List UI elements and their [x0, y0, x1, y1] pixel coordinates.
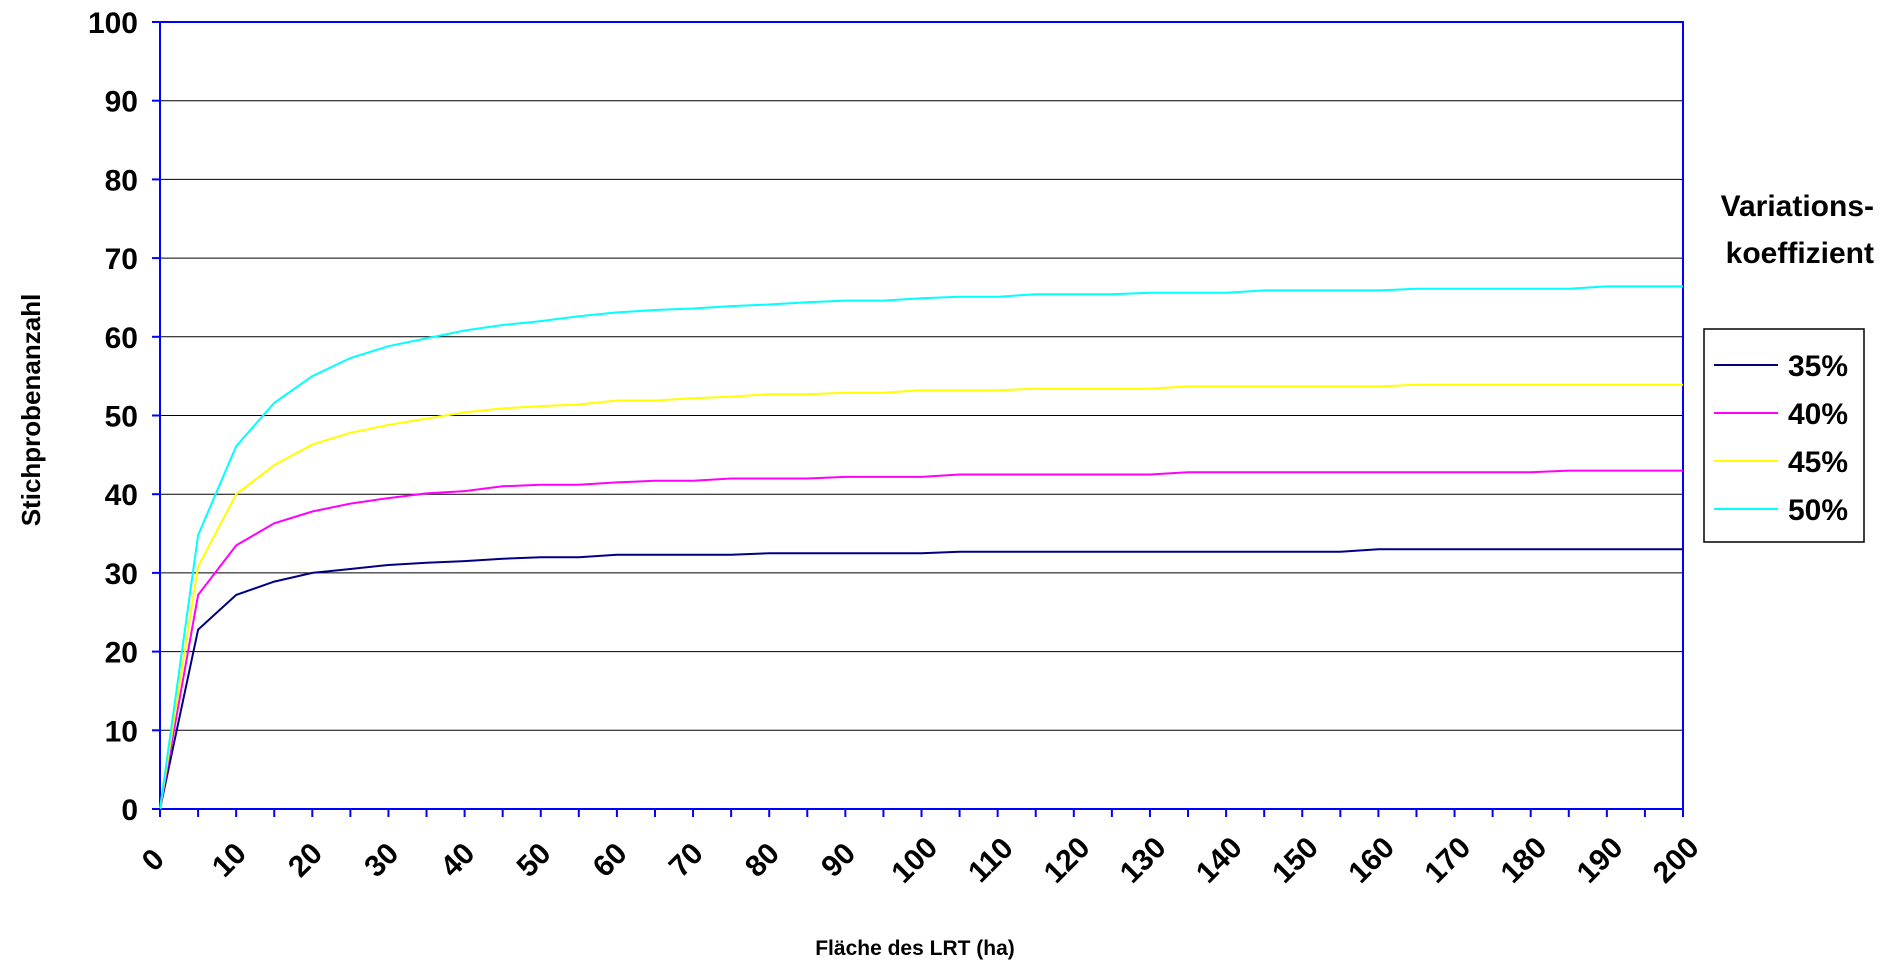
- x-tick-label-100: 100: [885, 831, 944, 890]
- y-tick-label-0: 0: [121, 794, 138, 827]
- x-axis-title: Fläche des LRT (ha): [815, 937, 1015, 960]
- legend-title: Variations- koeffizient: [1721, 190, 1874, 270]
- y-tick-label-50: 50: [105, 401, 138, 434]
- x-tick-label-180: 180: [1495, 831, 1554, 890]
- legend-label-50pct: 50%: [1788, 494, 1848, 527]
- legend-title-line-2: koeffizient: [1726, 237, 1874, 270]
- x-tick-label-0: 0: [136, 843, 171, 878]
- y-tick-label-10: 10: [105, 715, 138, 748]
- series-line-35pct: [159, 548, 1683, 810]
- x-tick-label-190: 190: [1571, 831, 1630, 890]
- x-tick-label-150: 150: [1266, 831, 1325, 890]
- legend-title-line-1: Variations-: [1721, 190, 1874, 223]
- series-line-45pct: [159, 383, 1683, 810]
- x-tick-label-90: 90: [815, 837, 862, 884]
- x-tick-label-40: 40: [434, 837, 481, 884]
- y-tick-label-30: 30: [105, 558, 138, 591]
- series-lines: [159, 285, 1683, 810]
- legend-label-35pct: 35%: [1788, 350, 1848, 383]
- x-tick-label-110: 110: [962, 832, 1020, 890]
- x-tick-label-10: 10: [206, 837, 253, 884]
- series-line-50pct: [159, 285, 1683, 810]
- x-tick-label-30: 30: [358, 837, 405, 884]
- x-axis-ticks: 0 10 20 30 40 50 60 70 80 90 100 110 120 130 140 150 160…: [136, 809, 1706, 890]
- x-tick-label-160: 160: [1342, 831, 1401, 890]
- y-tick-label-40: 40: [105, 479, 138, 512]
- x-tick-label-50: 50: [511, 837, 558, 884]
- x-tick-label-140: 140: [1190, 831, 1249, 890]
- x-tick-label-200: 200: [1647, 831, 1706, 890]
- y-tick-label-20: 20: [105, 637, 138, 670]
- x-tick-label-80: 80: [739, 837, 786, 884]
- x-tick-label-120: 120: [1038, 831, 1097, 890]
- x-tick-label-60: 60: [587, 837, 634, 884]
- y-tick-label-100: 100: [88, 7, 138, 40]
- legend-label-45pct: 45%: [1788, 446, 1848, 479]
- x-tick-label-170: 170: [1418, 831, 1477, 890]
- y-tick-label-80: 80: [105, 164, 138, 197]
- x-tick-label-130: 130: [1114, 831, 1173, 890]
- x-tick-label-20: 20: [282, 837, 329, 884]
- y-tick-label-70: 70: [105, 243, 138, 276]
- legend: 35% 40% 45% 50%: [1703, 328, 1865, 543]
- y-axis-title: Stichprobenanzahl: [16, 294, 46, 527]
- gridlines: [160, 100, 1683, 731]
- y-tick-label-60: 60: [105, 322, 138, 355]
- series-line-40pct: [159, 469, 1683, 810]
- y-tick-label-90: 90: [105, 86, 138, 119]
- x-tick-label-70: 70: [663, 837, 710, 884]
- legend-label-40pct: 40%: [1788, 398, 1848, 431]
- y-axis-ticks: 0 10 20 30 40 50 60 70 80 90 100: [88, 7, 160, 827]
